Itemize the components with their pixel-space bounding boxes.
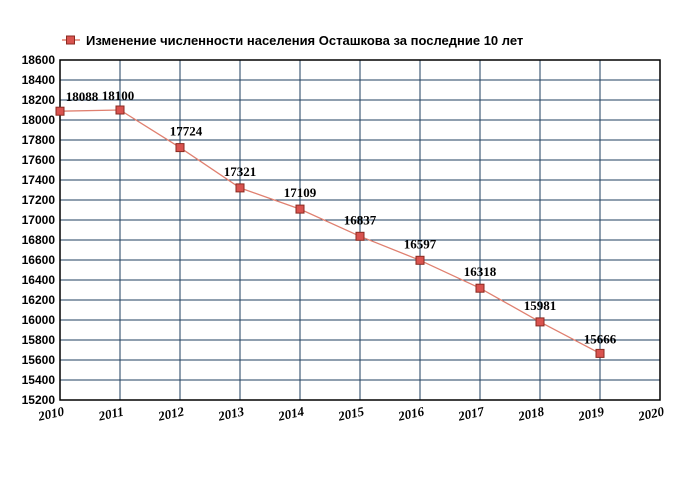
data-label: 16837	[344, 212, 377, 227]
axes: 15200 15400 15600 15800 16000 16200 16400 16600…	[22, 53, 666, 424]
data-label: 15666	[584, 331, 617, 346]
y-tick-label: 16800	[22, 233, 56, 247]
data-labels: 18088 18100 17724 17321 17109 16837 16597 16318…	[66, 88, 617, 346]
y-tick-label: 15200	[22, 393, 56, 407]
x-tick-label: 2017	[456, 403, 486, 423]
grid	[59, 59, 661, 401]
y-tick-label: 18400	[22, 73, 56, 87]
legend-marker	[66, 35, 75, 45]
y-tick-label: 17000	[22, 213, 56, 227]
legend-label: Изменение численности населения Осташков…	[86, 33, 523, 48]
data-point	[175, 143, 185, 153]
legend: Изменение численности населения Осташков…	[62, 33, 523, 48]
data-label: 18088	[66, 89, 99, 104]
data-point	[595, 348, 605, 358]
x-tick-label: 2013	[216, 403, 246, 423]
y-tick-label: 17600	[22, 153, 56, 167]
data-label: 16318	[464, 264, 497, 279]
data-label: 17109	[284, 185, 317, 200]
x-tick-label: 2019	[576, 403, 606, 423]
data-point	[415, 255, 425, 265]
x-tick-label: 2018	[516, 403, 546, 423]
data-point	[295, 204, 305, 214]
x-tick-label: 2010	[36, 403, 66, 423]
data-point	[355, 231, 365, 241]
data-label: 17724	[170, 124, 203, 139]
data-point	[115, 105, 125, 115]
y-tick-label: 15600	[22, 353, 56, 367]
x-tick-label: 2011	[96, 404, 125, 424]
data-label: 15981	[524, 298, 557, 313]
plot-border	[59, 59, 661, 401]
x-tick-label: 2012	[156, 403, 186, 423]
y-tick-label: 16400	[22, 273, 56, 287]
y-tick-label: 15400	[22, 373, 56, 387]
data-point	[55, 106, 65, 116]
y-tick-label: 17200	[22, 193, 56, 207]
x-tick-label: 2015	[336, 403, 366, 423]
y-tick-label: 16600	[22, 253, 56, 267]
y-tick-label: 18600	[22, 53, 56, 67]
data-point	[535, 317, 545, 327]
y-tick-label: 16200	[22, 293, 56, 307]
y-tick-label: 16000	[22, 313, 56, 327]
y-tick-label: 15800	[22, 333, 56, 347]
y-tick-label: 17800	[22, 133, 56, 147]
y-tick-label: 18200	[22, 93, 56, 107]
y-tick-label: 18000	[22, 113, 56, 127]
series	[55, 105, 605, 358]
data-label: 16597	[404, 236, 437, 251]
x-tick-label: 2016	[396, 403, 426, 423]
data-label: 18100	[102, 88, 135, 103]
x-tick-label: 2020	[636, 403, 666, 423]
data-point	[235, 183, 245, 193]
series-line	[59, 109, 601, 354]
data-label: 17321	[224, 164, 257, 179]
x-tick-label: 2014	[276, 403, 306, 423]
y-tick-label: 17400	[22, 173, 56, 187]
data-point	[475, 283, 485, 293]
